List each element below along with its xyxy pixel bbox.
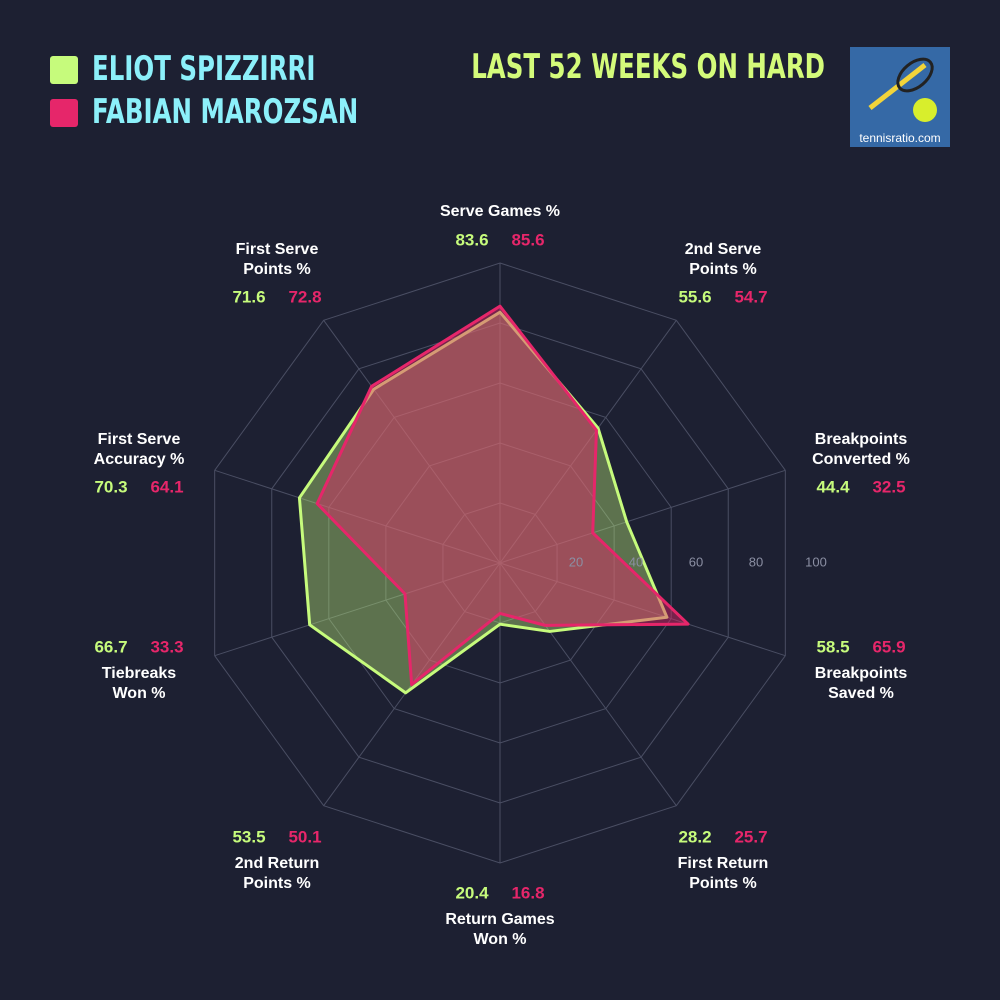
- value-label: 65.9: [872, 637, 905, 656]
- grid: [214, 262, 786, 864]
- legend: ELIOT SPIZZIRRI FABIAN MAROZSAN: [50, 49, 358, 131]
- category-label: Breakpoints: [815, 431, 908, 448]
- value-label: 33.3: [150, 637, 183, 656]
- r-tick-label: 20: [569, 554, 583, 569]
- r-tick-label: 80: [749, 554, 763, 569]
- value-label: 55.6: [678, 287, 711, 306]
- legend-label: ELIOT SPIZZIRRI: [92, 49, 315, 88]
- category-label: Return Games: [445, 911, 554, 928]
- spoke: [499, 562, 786, 657]
- value-label: 83.6: [455, 230, 488, 249]
- value-label: 25.7: [734, 827, 767, 846]
- value-label: 70.3: [94, 477, 127, 496]
- series-area: [297, 310, 669, 695]
- value-label: 28.2: [678, 827, 711, 846]
- value-label: 71.6: [232, 287, 265, 306]
- logo-racket-head: [896, 57, 934, 93]
- category-label: Points %: [689, 875, 757, 892]
- category-label: Won %: [473, 931, 526, 948]
- spoke: [323, 320, 501, 564]
- category-label: Accuracy %: [94, 451, 185, 468]
- value-label: 16.8: [511, 883, 544, 902]
- logo-box: [850, 47, 950, 147]
- plot: 20 40 60 80 100: [297, 304, 827, 695]
- logo: tennisratio.com: [850, 47, 950, 147]
- legend-label-group: ELIOT SPIZZIRRI: [92, 49, 315, 88]
- r-tick-label: 40: [629, 554, 643, 569]
- value-label: 44.4: [816, 477, 850, 496]
- value-label: 72.8: [288, 287, 321, 306]
- category-label: Won %: [112, 685, 165, 702]
- value-label: 85.6: [511, 230, 544, 249]
- category-label: Points %: [689, 261, 757, 278]
- labels: Serve Games % 83.6 85.6 2nd Serve Points % 55…: [94, 203, 910, 948]
- spoke: [499, 469, 786, 564]
- value-label: 53.5: [232, 827, 265, 846]
- r-tick-label: 100: [805, 554, 827, 569]
- category-label: Serve Games %: [440, 203, 560, 220]
- value-label: 54.7: [734, 287, 767, 306]
- category-label: First Serve: [98, 431, 181, 448]
- category-label: 2nd Return: [235, 855, 319, 872]
- spoke: [214, 562, 501, 657]
- legend-label-group: FABIAN MAROZSAN: [92, 92, 358, 131]
- legend-swatch: [50, 56, 78, 84]
- title-group: LAST 52 WEEKS ON HARD: [471, 47, 825, 86]
- category-label: Converted %: [812, 451, 910, 468]
- value-label: 64.1: [150, 477, 183, 496]
- series-area: [315, 304, 690, 687]
- category-label: 2nd Serve: [685, 241, 762, 258]
- category-label: Breakpoints: [815, 665, 908, 682]
- spoke: [499, 562, 677, 806]
- value-label: 58.5: [816, 637, 849, 656]
- legend-swatch: [50, 99, 78, 127]
- r-tick-label: 60: [689, 554, 703, 569]
- value-label: 32.5: [872, 477, 905, 496]
- category-label: Saved %: [828, 685, 894, 702]
- value-label: 66.7: [94, 637, 127, 656]
- logo-text: tennisratio.com: [859, 131, 940, 145]
- category-label: First Serve: [236, 241, 319, 258]
- legend-label: FABIAN MAROZSAN: [92, 92, 358, 131]
- category-label: First Return: [678, 855, 769, 872]
- logo-ball: [913, 98, 937, 122]
- value-label: 20.4: [455, 883, 489, 902]
- spoke: [214, 469, 501, 564]
- category-label: Points %: [243, 261, 311, 278]
- spoke: [499, 320, 677, 564]
- value-label: 50.1: [288, 827, 321, 846]
- chart-title: LAST 52 WEEKS ON HARD: [471, 47, 825, 86]
- category-label: Tiebreaks: [102, 665, 177, 682]
- category-label: Points %: [243, 875, 311, 892]
